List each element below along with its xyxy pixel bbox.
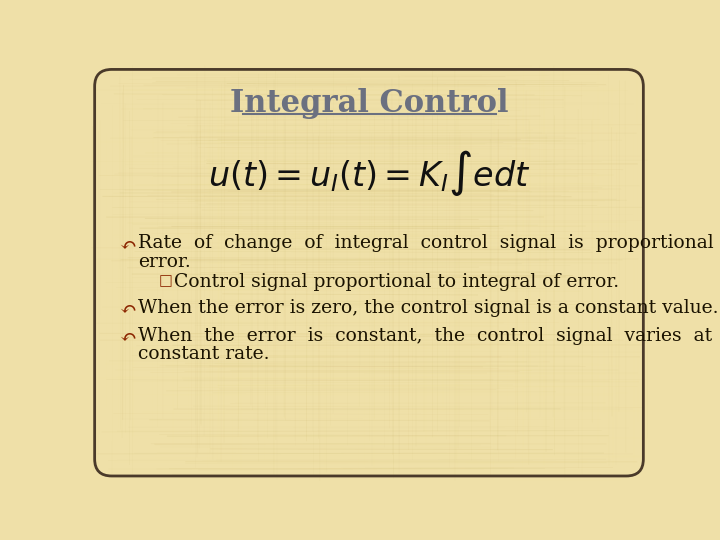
Text: Rate  of  change  of  integral  control  signal  is  proportional  to: Rate of change of integral control signa… bbox=[138, 234, 720, 252]
Text: □: □ bbox=[158, 274, 172, 288]
Text: ↶: ↶ bbox=[120, 328, 136, 347]
Text: error.: error. bbox=[138, 253, 191, 271]
Text: Control signal proportional to integral of error.: Control signal proportional to integral … bbox=[174, 273, 618, 291]
Text: When  the  error  is  constant,  the  control  signal  varies  at: When the error is constant, the control … bbox=[138, 327, 712, 345]
Text: Integral Control: Integral Control bbox=[230, 88, 508, 119]
Text: When the error is zero, the control signal is a constant value.: When the error is zero, the control sign… bbox=[138, 299, 719, 317]
Text: $u(t)=u_{I}(t)=K_{I}\int edt$: $u(t)=u_{I}(t)=K_{I}\int edt$ bbox=[208, 147, 530, 198]
Text: ↶: ↶ bbox=[120, 236, 136, 255]
Text: ↶: ↶ bbox=[120, 300, 136, 320]
Text: constant rate.: constant rate. bbox=[138, 345, 269, 363]
